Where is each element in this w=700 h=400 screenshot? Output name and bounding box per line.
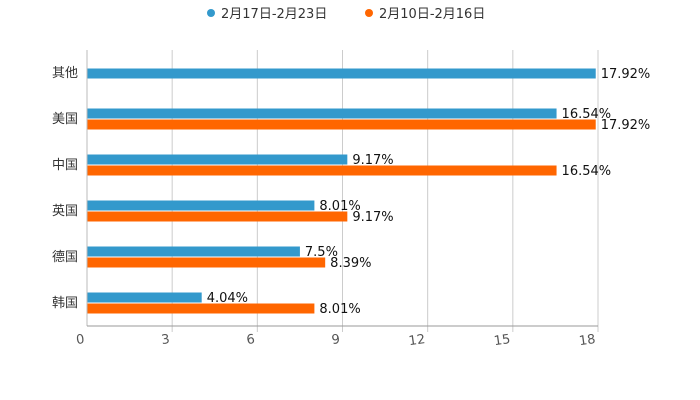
category-label: 其他 bbox=[52, 66, 78, 81]
x-tick-label: 0 bbox=[75, 332, 85, 348]
data-label: 8.39% bbox=[330, 256, 371, 271]
category-label: 美国 bbox=[52, 112, 78, 127]
legend-marker-icon bbox=[365, 9, 373, 17]
data-label: 7.5% bbox=[305, 245, 338, 260]
bars bbox=[87, 68, 596, 314]
bar-series1 bbox=[87, 108, 557, 119]
bar-series2 bbox=[87, 119, 596, 130]
data-label: 17.92% bbox=[601, 67, 651, 82]
bar-series1 bbox=[87, 246, 300, 257]
x-tick-label: 3 bbox=[160, 332, 170, 348]
data-label: 9.17% bbox=[352, 153, 393, 168]
data-label: 17.92% bbox=[601, 118, 651, 133]
x-tick-label: 9 bbox=[331, 332, 341, 348]
bar-series2 bbox=[87, 257, 326, 268]
data-label: 8.01% bbox=[319, 302, 360, 317]
data-label: 8.01% bbox=[319, 199, 360, 214]
x-tick-label: 18 bbox=[578, 332, 596, 349]
category-label: 韩国 bbox=[52, 296, 78, 311]
bar-series1 bbox=[87, 292, 202, 303]
x-tick-label: 12 bbox=[408, 332, 426, 349]
legend-label: 2月10日-2月16日 bbox=[379, 7, 485, 22]
x-tick-label: 6 bbox=[246, 332, 256, 348]
bar-series1 bbox=[87, 154, 348, 165]
data-label: 4.04% bbox=[207, 291, 248, 306]
data-label: 16.54% bbox=[562, 107, 612, 122]
bar-series1 bbox=[87, 68, 596, 79]
bar-series1 bbox=[87, 200, 315, 211]
labels: 其他 17.92%美国 16.54%17.92%中国 9.17%16.54%英国 8.0… bbox=[52, 66, 650, 317]
legend: 2月17日-2月23日 2月10日-2月16日 bbox=[207, 7, 485, 22]
bar-series2 bbox=[87, 303, 315, 314]
gridlines bbox=[171, 50, 599, 332]
x-tick-label: 15 bbox=[493, 332, 511, 349]
category-label: 中国 bbox=[52, 158, 78, 173]
axes: 0 3 6 9 12 15 18 bbox=[75, 50, 598, 349]
category-label: 德国 bbox=[52, 250, 78, 265]
data-label: 16.54% bbox=[562, 164, 612, 179]
data-label: 9.17% bbox=[352, 210, 393, 225]
legend-marker-icon bbox=[207, 9, 215, 17]
category-label: 英国 bbox=[52, 204, 78, 219]
bar-series2 bbox=[87, 165, 557, 176]
bar-series2 bbox=[87, 211, 348, 222]
legend-label: 2月17日-2月23日 bbox=[221, 7, 327, 22]
